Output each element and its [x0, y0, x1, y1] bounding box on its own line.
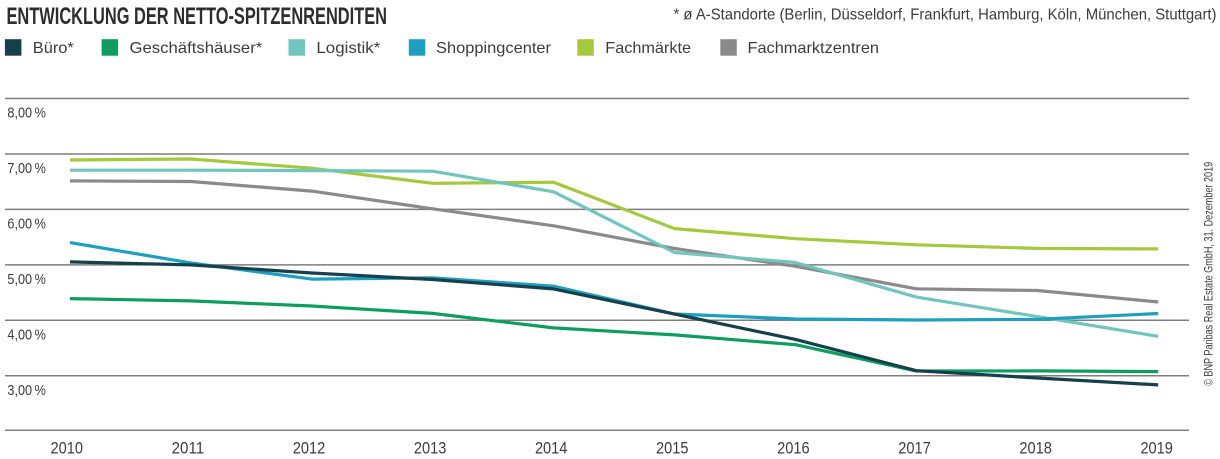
svg-text:2014: 2014 [535, 439, 568, 458]
svg-text:6,00 %: 6,00 % [7, 216, 46, 233]
svg-text:2013: 2013 [414, 439, 447, 458]
svg-text:8,00 %: 8,00 % [7, 105, 46, 122]
svg-text:2011: 2011 [172, 439, 205, 458]
svg-text:* ø A-Standorte (Berlin, Düsse: * ø A-Standorte (Berlin, Düsseldorf, Fra… [674, 6, 1217, 23]
svg-text:Fachmärkte: Fachmärkte [605, 40, 691, 57]
svg-text:Fachmarktzentren: Fachmarktzentren [748, 40, 880, 57]
svg-text:5,00 %: 5,00 % [7, 271, 46, 288]
svg-text:© BNP Paribas Real Estate GmbH: © BNP Paribas Real Estate GmbH, 31. Deze… [1203, 162, 1215, 386]
svg-text:7,00 %: 7,00 % [7, 160, 46, 177]
svg-text:2018: 2018 [1019, 439, 1052, 458]
svg-text:2017: 2017 [898, 439, 931, 458]
svg-text:3,00 %: 3,00 % [7, 382, 46, 399]
svg-text:Shoppingcenter: Shoppingcenter [436, 40, 552, 57]
svg-text:4,00 %: 4,00 % [7, 326, 46, 343]
svg-text:2015: 2015 [656, 439, 689, 458]
svg-text:ENTWICKLUNG DER NETTO-SPITZENR: ENTWICKLUNG DER NETTO-SPITZENRENDITEN [7, 3, 388, 30]
svg-text:Geschäftshäuser*: Geschäftshäuser* [130, 40, 263, 57]
svg-text:2012: 2012 [293, 439, 326, 458]
svg-text:2019: 2019 [1140, 439, 1173, 458]
svg-text:Logistik*: Logistik* [316, 40, 380, 57]
svg-text:2010: 2010 [51, 439, 84, 458]
svg-text:2016: 2016 [777, 439, 810, 458]
svg-text:Büro*: Büro* [33, 40, 74, 57]
